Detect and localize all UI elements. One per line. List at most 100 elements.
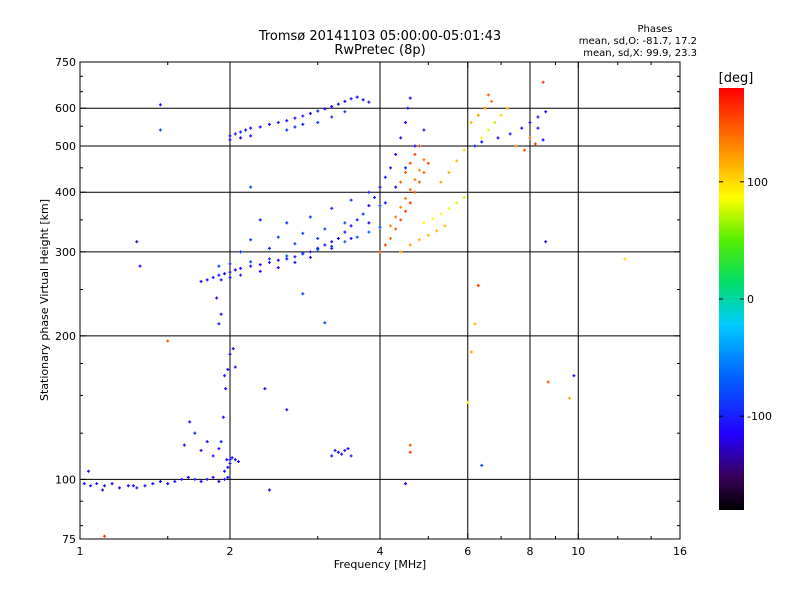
data-point [394, 215, 398, 219]
data-point [466, 400, 470, 404]
data-point [211, 276, 215, 280]
data-point [378, 204, 382, 208]
data-point [417, 180, 421, 184]
data-point [267, 488, 271, 492]
data-point [151, 482, 155, 486]
colorbar-ticks: 100 0 -100 [719, 176, 772, 423]
data-point [417, 168, 421, 172]
data-point [205, 278, 209, 282]
data-point [496, 136, 500, 140]
data-point [406, 106, 410, 110]
data-point [285, 221, 289, 225]
data-point [426, 233, 430, 237]
y-tick-label: 200 [55, 330, 76, 343]
data-point [343, 230, 347, 234]
data-point [301, 231, 305, 235]
data-point [224, 387, 228, 391]
data-point [408, 96, 412, 100]
data-point [217, 264, 221, 268]
data-point [346, 447, 350, 451]
data-point [211, 454, 215, 458]
data-point [217, 273, 221, 277]
data-point [228, 461, 232, 465]
chart-title: Tromsø 20141103 05:00:00-05:01:43 [258, 29, 501, 44]
data-point [249, 260, 253, 264]
data-point [514, 144, 518, 148]
data-point [473, 144, 477, 148]
y-tick-label: 100 [55, 473, 76, 486]
data-point [158, 103, 162, 107]
x-axis-label: Frequency [MHz] [334, 558, 426, 571]
data-point [567, 396, 571, 400]
data-point [293, 255, 297, 259]
data-point [135, 486, 139, 490]
data-point [399, 218, 403, 222]
data-point [413, 190, 417, 194]
data-point [336, 102, 340, 106]
data-point [417, 238, 421, 242]
data-point [158, 479, 162, 483]
data-point [219, 312, 223, 316]
data-point [239, 273, 243, 277]
data-point [520, 126, 524, 130]
colorbar-tick-label: -100 [747, 410, 772, 423]
colorbar-tick-label: 0 [747, 293, 754, 306]
data-point [490, 99, 494, 103]
data-point [138, 264, 142, 268]
data-point [408, 243, 412, 247]
data-point [205, 477, 209, 481]
data-point [276, 258, 280, 262]
data-point [267, 122, 271, 126]
data-point [367, 190, 371, 194]
y-tick-label: 75 [62, 533, 76, 546]
data-point [413, 152, 417, 156]
data-point [528, 121, 532, 125]
data-point [228, 138, 232, 142]
data-point [101, 488, 105, 492]
data-point [316, 109, 320, 113]
data-point [221, 415, 225, 419]
data-point [349, 236, 353, 240]
data-point [249, 185, 253, 189]
data-point [355, 218, 359, 222]
data-point [330, 454, 334, 458]
data-point [131, 484, 135, 488]
data-point [301, 114, 305, 118]
data-point [228, 270, 232, 274]
data-point [276, 266, 280, 270]
data-point [263, 387, 267, 391]
legend-title: Phases [637, 24, 672, 35]
data-points [82, 80, 627, 538]
data-point [361, 212, 365, 216]
data-point [422, 170, 426, 174]
data-point [389, 166, 393, 170]
data-point [431, 217, 435, 221]
data-point [276, 121, 280, 125]
data-point [349, 224, 353, 228]
data-point [285, 254, 289, 258]
data-point [367, 230, 371, 234]
data-point [323, 227, 327, 231]
data-point [476, 113, 480, 117]
data-point [343, 221, 347, 225]
chart-subtitle: RwPretec (8p) [334, 43, 425, 58]
data-point [399, 250, 403, 254]
data-point [316, 121, 320, 125]
data-point [258, 263, 262, 267]
data-point [182, 443, 186, 447]
colorbar-label: [deg] [719, 71, 754, 86]
data-point [541, 80, 545, 84]
data-point [355, 95, 359, 99]
data-point [258, 269, 262, 273]
data-point [361, 98, 365, 102]
data-point [383, 175, 387, 179]
data-point [166, 339, 170, 343]
data-point [173, 479, 177, 483]
data-point [239, 136, 243, 140]
data-point [199, 479, 203, 483]
data-point [486, 128, 490, 132]
data-point [523, 148, 527, 152]
data-point [394, 185, 398, 189]
